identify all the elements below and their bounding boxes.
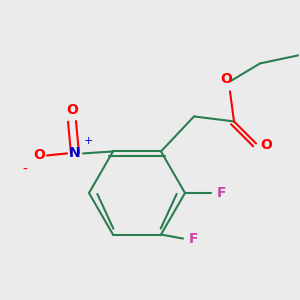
Text: O: O	[33, 148, 45, 162]
Text: -: -	[22, 162, 27, 176]
Text: N: N	[69, 146, 81, 161]
Text: F: F	[189, 232, 199, 246]
Text: O: O	[220, 72, 232, 86]
Text: F: F	[217, 186, 227, 200]
Text: O: O	[260, 138, 272, 152]
Text: O: O	[66, 103, 78, 117]
Text: +: +	[83, 136, 93, 146]
